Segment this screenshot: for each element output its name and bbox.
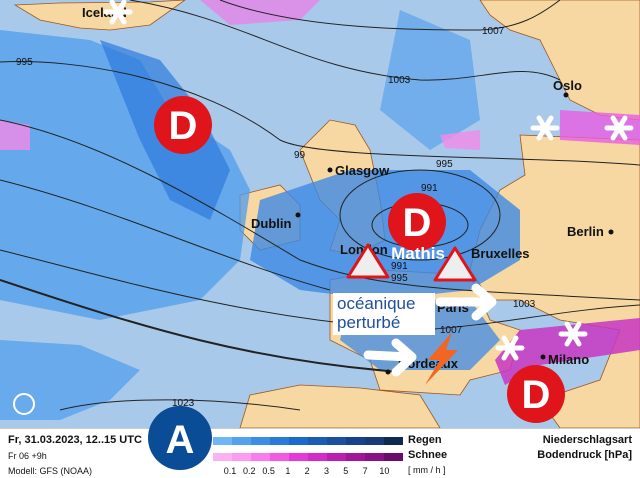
snow-swatch [251, 453, 270, 461]
scale-tick: 1 [285, 466, 291, 476]
legend-title-pressure: Bodendruck [hPa] [537, 449, 632, 461]
model-label: Modell: GFS (NOAA) [8, 466, 93, 476]
snow-swatch [213, 453, 232, 461]
globe-icon [13, 393, 35, 415]
rain-swatch [213, 437, 232, 445]
scale-tick: 0.5 [262, 466, 275, 476]
rain-swatch [365, 437, 384, 445]
date-label: Fr, 31.03.2023, 12..15 UTC [8, 434, 142, 446]
rain-label: Regen [408, 434, 442, 446]
isobar-labels: 995 1007 1003 995 991 991 995 1003 1007 … [16, 26, 536, 409]
isobar-label: 99 [294, 150, 306, 161]
low-pressure-icon [388, 193, 446, 251]
rain-swatch [327, 437, 346, 445]
high-pressure-marker: A [148, 406, 212, 470]
isobar-label: 991 [391, 261, 408, 272]
snowflake-icon [558, 321, 588, 347]
city-label: Dublin [251, 216, 291, 231]
scale-tick: 5 [343, 466, 349, 476]
wind-warning-icon [433, 246, 477, 282]
scale-tick: 0.1 [223, 466, 237, 476]
snow-swatch [327, 453, 346, 461]
snow-swatch [365, 453, 384, 461]
isobar-label: 995 [436, 159, 453, 170]
city-label: Berlin [567, 224, 604, 239]
wind-warning-icon [346, 243, 390, 279]
snowflake-icon [495, 335, 525, 361]
rain-swatch [232, 437, 251, 445]
svg-text:A: A [166, 418, 195, 462]
svg-text:D: D [522, 373, 551, 417]
unit-label: [ mm / h ] [408, 465, 446, 475]
run-label: Fr 06 +9h [8, 451, 47, 461]
isobar-label: 995 [16, 57, 33, 68]
scale-tick: 7 [362, 466, 368, 476]
city-label: Milano [548, 352, 589, 367]
city-label: Glasgow [335, 163, 390, 178]
snow-swatch [384, 453, 403, 461]
high-pressure-icon [148, 406, 212, 470]
snowflake-icons [103, 0, 634, 361]
snow-label: Schnee [408, 449, 448, 461]
isobar-label: 1003 [388, 75, 411, 86]
lightning-icon [425, 332, 458, 385]
rain-swatch [308, 437, 327, 445]
rain-swatch [270, 437, 289, 445]
scale-tick: 2 [304, 466, 310, 476]
snow-swatch [346, 453, 365, 461]
city-label: Oslo [553, 78, 582, 93]
isobar-label: 1023 [172, 398, 195, 409]
isobar-label: 991 [421, 183, 438, 194]
rain-swatch [346, 437, 365, 445]
scale-tick: 0.2 [243, 466, 256, 476]
snowflake-icon [103, 0, 133, 25]
rain-swatch [384, 437, 403, 445]
scale-tick: 10 [379, 466, 390, 476]
storm-name: Mathis [391, 244, 445, 263]
wind-arrow-icon [363, 338, 417, 377]
isobar-label: 1003 [513, 299, 536, 310]
low-pressure-icon [507, 365, 565, 423]
wind-arrow-icons [363, 283, 497, 377]
rain-swatch [251, 437, 270, 445]
snow-swatch [232, 453, 251, 461]
weather-map: 995 1007 1003 995 991 991 995 1003 1007 … [0, 0, 640, 428]
snow-swatch [270, 453, 289, 461]
rain-swatch [289, 437, 308, 445]
city-label: Bruxelles [471, 246, 530, 261]
snow-swatch [289, 453, 308, 461]
snow-swatch [308, 453, 327, 461]
isobar-label: 995 [391, 273, 408, 284]
weather-type-label: océanique perturbé [333, 293, 435, 335]
low-pressure-icon [154, 96, 212, 154]
scale-tick: 3 [323, 466, 329, 476]
low-pressure-markers: D D D Mathis [154, 96, 565, 423]
snowflake-icon [604, 115, 634, 141]
legend: Fr, 31.03.2023, 12..15 UTC Fr 06 +9h Mod… [0, 428, 640, 478]
isobar-label: 1007 [440, 325, 463, 336]
svg-text:D: D [403, 201, 432, 245]
wind-warning-icons [346, 243, 477, 282]
wind-arrow-icon [435, 283, 497, 321]
svg-text:D: D [169, 104, 198, 148]
snowflake-icon [530, 115, 560, 141]
legend-title-precip: Niederschlagsart [542, 434, 632, 446]
cities: Iceland Oslo Glasgow Dublin London Bruxe… [82, 5, 614, 375]
isobar-label: 1007 [482, 26, 505, 37]
